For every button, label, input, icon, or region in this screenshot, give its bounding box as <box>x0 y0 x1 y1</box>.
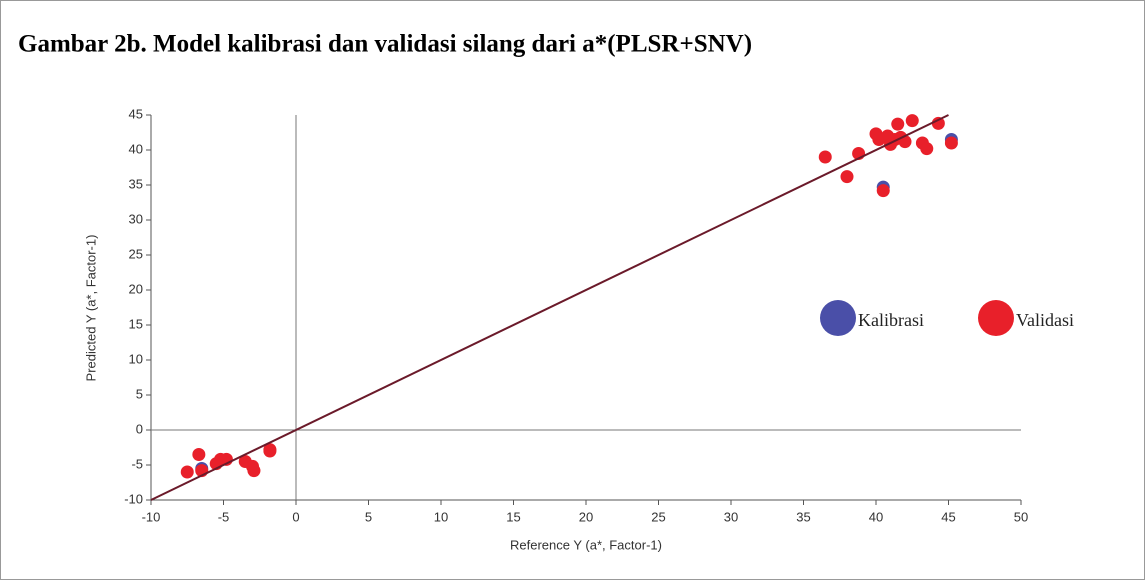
y-tick-label: 45 <box>129 106 143 121</box>
legend-label: Kalibrasi <box>858 310 924 330</box>
y-tick-label: 35 <box>129 176 143 191</box>
y-tick-label: 10 <box>129 351 143 366</box>
y-tick-label: 15 <box>129 316 143 331</box>
chart-title: Gambar 2b. Model kalibrasi dan validasi … <box>18 31 752 58</box>
legend-swatch <box>978 300 1014 336</box>
point <box>891 117 905 131</box>
x-tick-label: 15 <box>506 509 520 524</box>
fit-line <box>150 114 949 501</box>
point <box>944 136 958 150</box>
y-tick-label: 40 <box>129 141 143 156</box>
x-tick-label: 30 <box>724 509 738 524</box>
x-tick-label: 35 <box>796 509 810 524</box>
y-tick-label: 25 <box>129 246 143 261</box>
x-tick-label: -5 <box>218 509 230 524</box>
point <box>931 116 945 130</box>
point <box>247 464 261 478</box>
point <box>876 184 890 198</box>
y-tick-label: -10 <box>124 491 143 506</box>
x-tick-label: -10 <box>142 509 161 524</box>
y-tick-label: 5 <box>136 386 143 401</box>
x-tick-label: 10 <box>434 509 448 524</box>
y-tick-label: 0 <box>136 421 143 436</box>
y-axis-label: Predicted Y (a*, Factor-1) <box>83 235 98 382</box>
x-tick-label: 45 <box>941 509 955 524</box>
point <box>180 465 194 479</box>
legend-label: Validasi <box>1016 310 1074 330</box>
point <box>905 114 919 128</box>
point <box>192 448 206 461</box>
point <box>818 150 832 164</box>
x-tick-label: 0 <box>292 509 299 524</box>
x-axis-label: Reference Y (a*, Factor-1) <box>510 537 662 552</box>
x-tick-label: 5 <box>365 509 372 524</box>
x-tick-label: 50 <box>1014 509 1028 524</box>
x-tick-label: 25 <box>651 509 665 524</box>
point <box>920 142 934 156</box>
y-tick-label: -5 <box>131 456 143 471</box>
y-tick-label: 30 <box>129 211 143 226</box>
y-tick-label: 20 <box>129 281 143 296</box>
point <box>840 170 854 184</box>
x-tick-label: 20 <box>579 509 593 524</box>
legend-swatch <box>820 300 856 336</box>
x-tick-label: 40 <box>869 509 883 524</box>
point <box>263 444 277 458</box>
